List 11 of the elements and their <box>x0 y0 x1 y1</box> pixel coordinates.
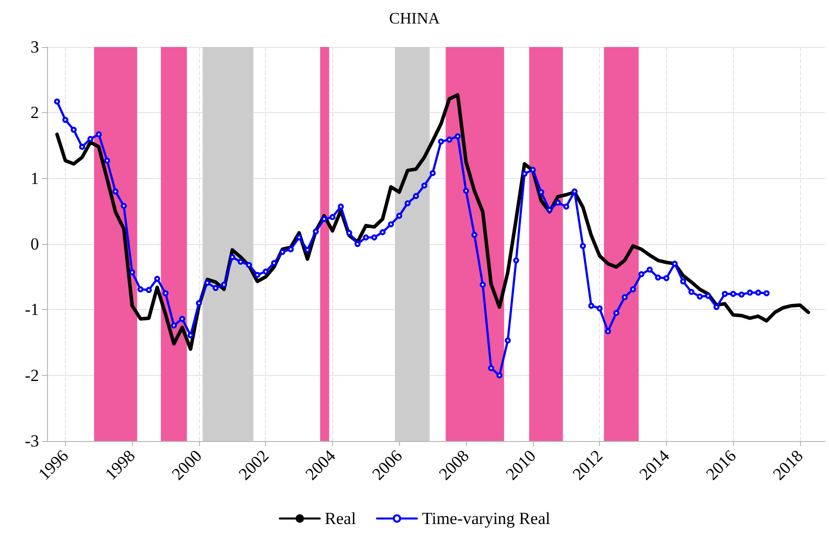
legend-label: Time-varying Real <box>422 509 550 528</box>
y-tick-label: 0 <box>30 234 39 254</box>
y-tick-label: -1 <box>24 300 39 320</box>
legend-label: Real <box>324 509 356 528</box>
y-tick-label: 2 <box>30 103 39 122</box>
line-series <box>55 93 810 351</box>
y-tick-label: 1 <box>30 168 39 188</box>
y-tick-label: -3 <box>24 432 39 450</box>
chart-title: CHINA <box>389 10 440 28</box>
y-tick-label: 3 <box>30 38 39 56</box>
y-tick-label: -2 <box>24 366 39 385</box>
